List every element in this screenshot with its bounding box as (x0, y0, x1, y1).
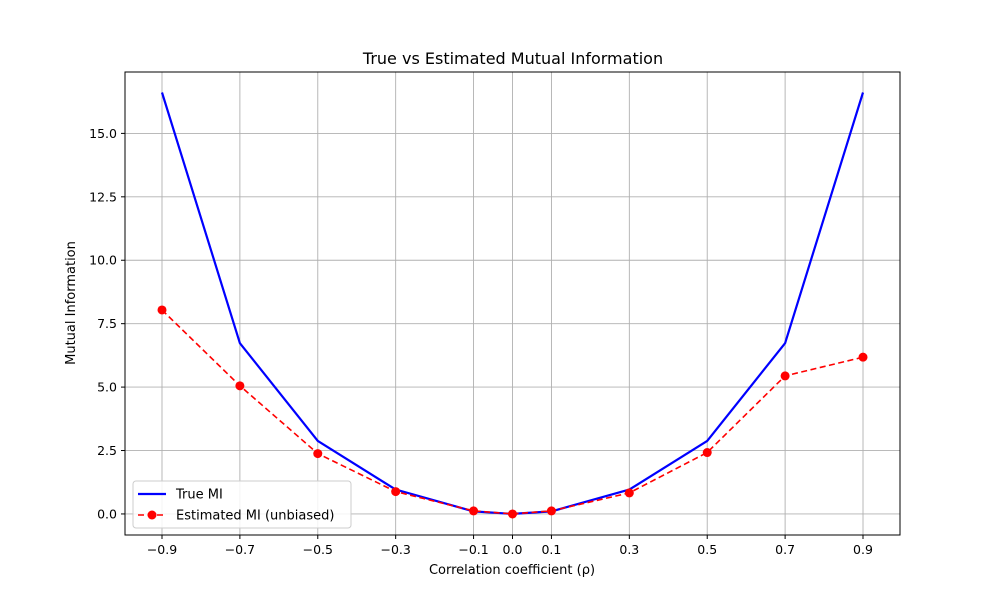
estimated-mi-point (469, 506, 479, 516)
x-tick-label: 0.7 (775, 542, 795, 557)
chart-title: True vs Estimated Mutual Information (362, 49, 663, 68)
y-tick-label: 5.0 (97, 380, 117, 395)
x-axis: −0.9 −0.7 −0.5 −0.3 −0.1 0.0 0.1 0.3 0.5 0.7 0.9 (147, 535, 873, 557)
legend-marker (147, 510, 157, 520)
y-tick-label: 15.0 (89, 126, 117, 141)
estimated-mi-point (702, 448, 712, 458)
x-tick-label: 0.0 (503, 542, 523, 557)
estimated-mi-point (858, 352, 868, 362)
legend-label: Estimated MI (unbiased) (176, 509, 334, 524)
estimated-mi-point (235, 381, 245, 391)
x-tick-label: 0.1 (541, 542, 561, 557)
x-axis-label: Correlation coefficient (ρ) (429, 563, 595, 578)
y-tick-label: 0.0 (97, 506, 117, 521)
estimated-mi-point (508, 509, 517, 519)
x-tick-label: 0.5 (697, 542, 717, 557)
x-tick-label: −0.5 (303, 542, 333, 557)
estimated-mi-point (624, 488, 634, 498)
estimated-mi-point (391, 487, 401, 497)
y-axis-label: Mutual Information (64, 241, 79, 365)
grid-lines (125, 72, 900, 535)
legend: True MI Estimated MI (unbiased) (132, 480, 352, 529)
estimated-mi-point (313, 449, 323, 459)
series-layer (157, 92, 868, 519)
x-tick-label: −0.9 (147, 542, 177, 557)
x-tick-label: −0.3 (380, 542, 410, 557)
y-axis: 0.0 2.5 5.0 7.5 10.0 12.5 15.0 (89, 126, 125, 521)
estimated-mi-point (780, 371, 790, 381)
y-tick-label: 12.5 (89, 189, 117, 204)
legend-box (132, 480, 352, 529)
estimated-mi-point (157, 305, 167, 315)
x-tick-label: −0.1 (458, 542, 488, 557)
y-tick-label: 10.0 (89, 253, 117, 268)
x-tick-label: −0.7 (225, 542, 255, 557)
estimated-mi-line (161, 309, 864, 515)
y-tick-label: 7.5 (97, 316, 117, 331)
estimated-mi-point (546, 506, 556, 516)
legend-label: True MI (175, 488, 223, 503)
x-tick-label: 0.3 (619, 542, 639, 557)
y-tick-label: 2.5 (97, 443, 117, 458)
x-tick-label: 0.9 (853, 542, 873, 557)
